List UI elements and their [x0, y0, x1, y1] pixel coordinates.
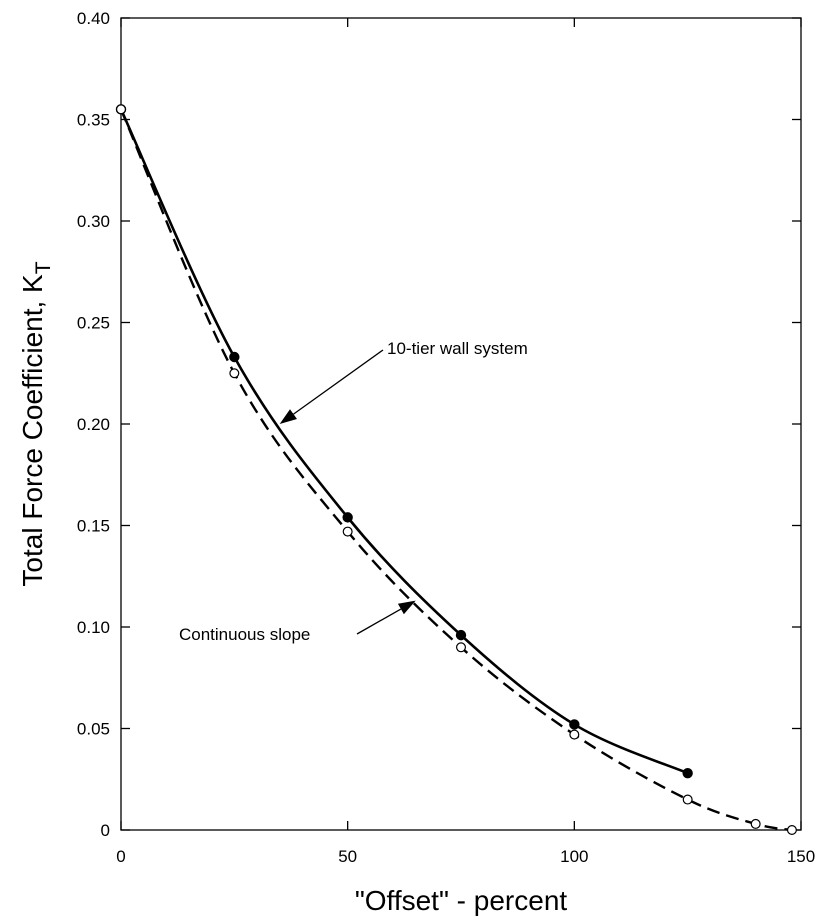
axis-ticks: [120, 17, 802, 831]
data-point-wall-system: [229, 351, 240, 363]
y-tick-label: 0.40: [77, 9, 110, 28]
x-axis-title: "Offset" - percent: [355, 885, 568, 916]
x-tick-label: 0: [116, 847, 125, 866]
x-tick-label: 50: [338, 847, 357, 866]
y-tick-label: 0.25: [77, 314, 110, 333]
y-tick-label: 0.10: [77, 618, 110, 637]
annotations: 10-tier wall system Continuous slope: [179, 339, 528, 644]
data-point-wall-system: [569, 719, 580, 730]
series-line-continuous-slope: [119, 108, 793, 832]
data-point-continuous-slope: [342, 526, 353, 537]
x-tick-label: 150: [787, 847, 815, 866]
y-tick-label: 0.35: [77, 111, 110, 130]
y-tick-label: 0.15: [77, 517, 110, 536]
data-point-continuous-slope: [456, 642, 467, 653]
y-axis-title: Total Force Coefficient, KT: [17, 261, 55, 586]
data-point-continuous-slope: [682, 794, 693, 805]
annotation-label-wall-system: 10-tier wall system: [387, 339, 528, 358]
series-curves: [119, 108, 793, 832]
data-point-continuous-slope: [229, 368, 240, 379]
x-tick-label: 100: [560, 847, 588, 866]
y-axis-title-main: Total Force Coefficient, K: [17, 274, 48, 587]
data-point-wall-system: [455, 629, 467, 641]
annotation-label-continuous-slope: Continuous slope: [179, 625, 310, 644]
data-point-continuous-slope: [750, 818, 761, 829]
series-line-wall-system: [119, 108, 689, 775]
axis-tick-labels: 0 0.05 0.10 0.15 0.20 0.25 0.30 0.35 0.40 0 50 100 1…: [77, 9, 815, 866]
data-point-continuous-slope: [115, 104, 126, 115]
y-tick-label: 0.05: [77, 720, 110, 739]
y-tick-label: 0.20: [77, 415, 110, 434]
data-point-wall-system: [682, 767, 693, 779]
annotation-arrow-wall-system: [279, 349, 384, 424]
series-markers: [115, 104, 797, 835]
y-tick-label: 0: [101, 821, 110, 840]
plot-frame: [120, 17, 802, 831]
data-point-wall-system: [342, 512, 353, 523]
data-point-continuous-slope: [569, 729, 580, 740]
data-point-continuous-slope: [786, 824, 797, 835]
y-axis-title-subscript: T: [32, 261, 55, 274]
y-tick-label: 0.30: [77, 212, 110, 231]
annotation-arrow-continuous-slope: [356, 600, 416, 635]
